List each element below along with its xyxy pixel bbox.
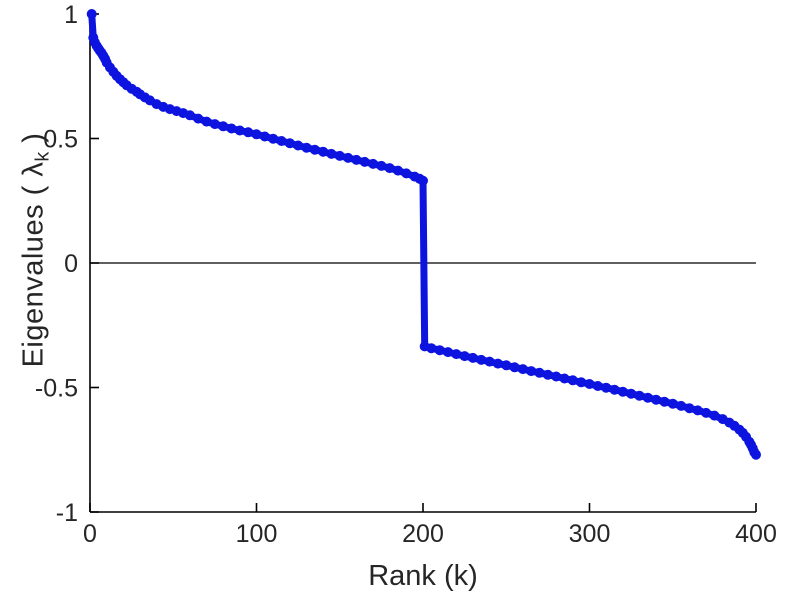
data-point-marker: [651, 394, 662, 405]
x-tick-label: 400: [735, 520, 777, 548]
data-point-marker: [509, 362, 520, 373]
data-point-marker: [86, 9, 97, 19]
data-point-marker: [284, 138, 295, 149]
x-axis-label: Rank (k): [368, 560, 478, 592]
data-point-marker: [751, 449, 761, 460]
data-point-marker: [426, 343, 437, 354]
x-tick-label: 100: [236, 520, 278, 548]
data-point-marker: [276, 136, 287, 146]
data-point-marker: [293, 140, 304, 151]
data-point-marker: [626, 388, 637, 399]
data-point-marker: [368, 158, 379, 169]
data-point-marker: [542, 369, 553, 380]
data-point-marker: [551, 371, 562, 382]
data-point-marker: [576, 377, 587, 388]
data-point-marker: [451, 349, 462, 360]
data-point-marker: [559, 373, 570, 384]
x-tick-label: 200: [402, 520, 444, 548]
data-point-marker: [684, 403, 695, 414]
data-point-marker: [376, 160, 387, 171]
data-point-marker: [343, 152, 354, 163]
data-point-marker: [201, 116, 212, 127]
data-point-marker: [534, 367, 545, 378]
data-point-marker: [259, 131, 270, 142]
data-point-marker: [692, 405, 703, 416]
data-point-marker: [517, 364, 528, 375]
data-point-marker: [184, 110, 195, 121]
data-point-marker: [309, 144, 320, 155]
data-point-marker: [334, 150, 345, 161]
data-point-marker: [209, 119, 220, 130]
data-point-marker: [301, 142, 312, 153]
data-point-marker: [193, 113, 204, 124]
data-point-marker: [459, 351, 470, 362]
data-point-marker: [393, 165, 403, 176]
data-point-marker: [359, 156, 370, 167]
data-point-marker: [601, 382, 612, 393]
data-point-marker: [418, 175, 428, 186]
data-point-marker: [268, 133, 279, 144]
data-point-marker: [667, 398, 678, 409]
data-point-marker: [584, 379, 595, 389]
x-tick-label: 0: [83, 520, 97, 548]
data-point-marker: [251, 129, 262, 140]
data-point-marker: [218, 121, 229, 132]
data-point-marker: [234, 125, 245, 136]
data-point-marker: [592, 381, 603, 391]
data-point-marker: [676, 400, 687, 411]
data-point-marker: [567, 375, 578, 386]
data-point-marker: [484, 356, 495, 367]
data-point-marker: [492, 358, 503, 369]
y-tick-label: 0.5: [43, 126, 78, 154]
data-point-marker: [384, 163, 395, 174]
data-point-marker: [501, 360, 512, 371]
y-tick-label: 1: [64, 1, 78, 29]
y-tick-label: 0: [64, 250, 78, 278]
data-point-marker: [642, 392, 653, 403]
data-point-marker: [617, 386, 628, 397]
data-point-marker: [243, 127, 254, 138]
data-point-marker: [467, 352, 478, 363]
data-point-marker: [401, 168, 412, 179]
data-point-marker: [701, 407, 712, 418]
data-point-marker: [634, 390, 645, 401]
data-point-marker: [443, 347, 453, 358]
x-tick-label: 300: [569, 520, 611, 548]
data-point-marker: [659, 396, 670, 407]
y-tick-label: -0.5: [35, 375, 78, 403]
data-point-marker: [226, 123, 237, 134]
data-point-marker: [609, 384, 620, 395]
data-point-marker: [351, 154, 362, 165]
eigenvalue-curve: [88, 10, 760, 459]
data-point-marker: [526, 366, 537, 377]
y-tick-label: -1: [56, 499, 78, 527]
data-point-marker: [326, 148, 337, 159]
data-point-marker: [434, 345, 445, 356]
data-point-marker: [318, 146, 329, 157]
data-point-marker: [476, 354, 487, 365]
data-point-marker: [709, 410, 720, 421]
